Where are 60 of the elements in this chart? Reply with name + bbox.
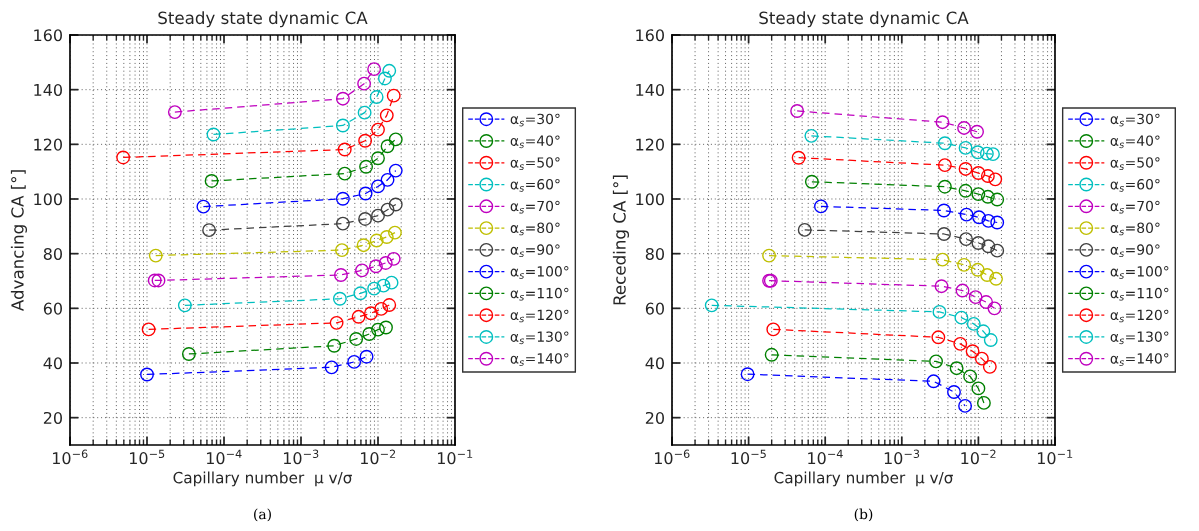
y-tick-label: 40 [645,357,664,370]
y-axis-title: Receding CA [°] [612,175,630,305]
x-axis-title: Capillary number μ v/σ [173,471,352,487]
chart-title: Steady state dynamic CA [158,11,368,28]
legend-label: α$_{s}$=100° [510,266,569,279]
legend-label: α$_{s}$=140° [1110,353,1169,366]
legend-label: α$_{s}$=70° [1110,200,1160,214]
legend-label: α$_{s}$=110° [510,287,569,301]
y-tick-label: 80 [645,247,664,260]
legend-label: α$_{s}$=120° [1110,309,1169,323]
x-tick-label: 10$^{−1}$ [437,449,473,465]
y-tick-label: 120 [34,138,62,151]
x-tick-label: 10$^{−3}$ [283,449,319,465]
x-tick-label: 10$^{−6}$ [654,449,690,465]
y-tick-label: 120 [636,138,664,151]
legend-label: α$_{s}$=80° [1110,222,1160,236]
x-tick-label: 10$^{−4}$ [206,449,242,465]
y-tick-label: 140 [636,83,664,96]
legend-label: α$_{s}$=40° [510,135,560,149]
y-tick-label: 20 [645,411,664,424]
legend-label: α$_{s}$=90° [1110,244,1160,258]
legend-label: α$_{s}$=120° [510,309,569,323]
legend-label: α$_{s}$=130° [1110,331,1169,345]
legend-label: α$_{s}$=60° [1110,178,1160,192]
text: (a) [254,508,271,522]
legend-label: α$_{s}$=100° [1110,266,1169,279]
legend-label: α$_{s}$=80° [510,222,560,236]
y-tick-label: 100 [636,193,664,206]
y-tick-label: 160 [636,29,664,42]
y-tick-label: 60 [43,302,62,315]
y-tick-label: 160 [34,29,62,42]
x-tick-label: 10$^{−2}$ [961,449,996,465]
x-tick-label: 10$^{−6}$ [52,449,88,465]
y-tick-label: 80 [43,247,62,260]
y-axis-title: Advancing CA [°] [10,170,28,311]
legend-label: α$_{s}$=40° [1110,135,1160,149]
legend-label: α$_{s}$=70° [510,200,560,214]
x-tick-label: 10$^{−1}$ [1037,449,1073,465]
legend-label: α$_{s}$=50° [510,157,560,170]
text: (b) [854,508,873,522]
legend-label: α$_{s}$=90° [510,244,560,258]
legend-label: α$_{s}$=50° [1110,157,1160,170]
x-tick-label: 10$^{−5}$ [129,449,165,465]
x-tick-label: 10$^{−3}$ [884,449,920,465]
legend-label: α$_{s}$=30° [1110,113,1160,127]
x-axis-title: Capillary number μ v/σ [774,471,953,487]
x-tick-label: 10$^{−5}$ [731,449,766,465]
legend-label: α$_{s}$=30° [510,113,560,127]
x-tick-label: 10$^{−2}$ [360,449,396,465]
legend-label: α$_{s}$=60° [510,178,560,192]
legend-label: α$_{s}$=130° [510,331,569,345]
legend-label: α$_{s}$=110° [1110,287,1169,301]
chart-title: Steady state dynamic CA [759,11,969,28]
y-tick-label: 100 [34,193,62,206]
y-tick-label: 140 [34,83,62,96]
legend-label: α$_{s}$=140° [510,353,569,366]
y-tick-label: 20 [43,411,62,424]
x-tick-label: 10$^{−4}$ [808,449,843,465]
y-tick-label: 60 [645,302,664,315]
y-tick-label: 40 [43,357,62,370]
